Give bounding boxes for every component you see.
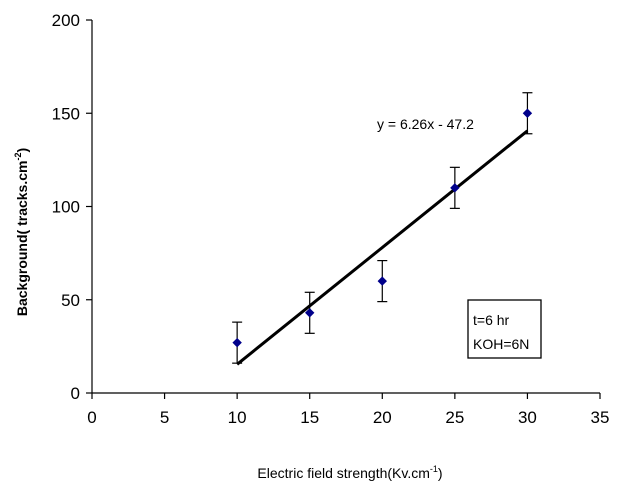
x-axis-title: Electric field strength(Kv.cm-1) [257, 464, 442, 481]
x-axis-ticks: 0 5 10 15 20 25 30 35 [87, 393, 609, 427]
x-tick-label: 15 [300, 408, 319, 427]
x-tick-label: 10 [228, 408, 247, 427]
x-tick-label: 20 [373, 408, 392, 427]
annotation-line-koh: KOH=6N [473, 336, 529, 352]
y-tick-label: 100 [52, 198, 80, 217]
y-tick-label: 200 [52, 11, 80, 30]
data-point [450, 183, 460, 193]
data-points [232, 108, 533, 348]
y-axis-title: Background( tracks.cm-2) [13, 148, 30, 316]
trendline [236, 129, 529, 366]
y-tick-label: 50 [61, 291, 80, 310]
y-tick-label: 150 [52, 104, 80, 123]
data-point [522, 108, 533, 118]
x-tick-label: 35 [591, 408, 610, 427]
x-tick-label: 25 [445, 408, 464, 427]
data-point [305, 308, 315, 318]
x-tick-label: 30 [518, 408, 537, 427]
x-tick-label: 5 [160, 408, 169, 427]
x-tick-label: 0 [87, 408, 96, 427]
annotation-box: t=6 hr KOH=6N [467, 299, 542, 359]
trendline-equation: y = 6.26x - 47.2 [377, 116, 474, 132]
data-point [232, 337, 242, 348]
y-axis-ticks: 0 50 100 150 200 [52, 11, 92, 403]
annotation-line-time: t=6 hr [473, 312, 510, 328]
data-point [377, 276, 387, 286]
trendline-group [236, 129, 529, 366]
y-tick-label: 0 [71, 384, 80, 403]
